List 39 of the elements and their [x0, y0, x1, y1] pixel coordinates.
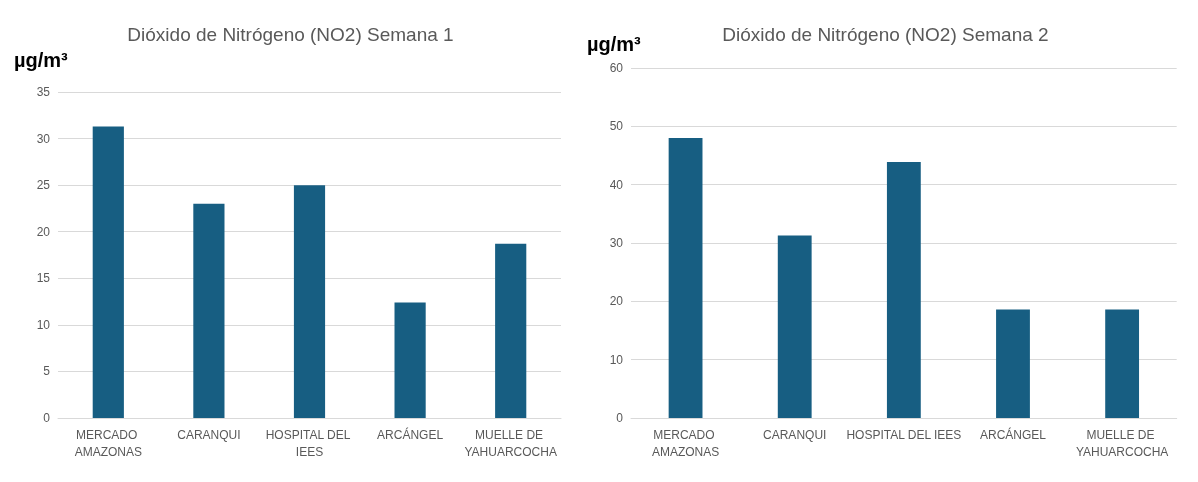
y-tick-label: 25	[36, 178, 51, 193]
x-tick-label: HOSPITAL DEL IEES	[265, 427, 354, 459]
y-tick-label: 30	[609, 236, 624, 250]
y-tick-label: 15	[36, 271, 51, 286]
x-tick-label: MUELLE DE YAHUARCOCHA	[1075, 427, 1169, 459]
y-tick-label: 5	[43, 364, 51, 379]
y-tick-label: 50	[609, 119, 624, 134]
bar	[92, 126, 124, 418]
bar	[1105, 309, 1140, 418]
chart-title: Dióxido de Nitrógeno (NO2) Semana 2	[722, 24, 1049, 45]
x-tick-label: HOSPITAL DEL IEES	[846, 427, 962, 442]
x-tick-label: ARCÁNGEL	[377, 426, 444, 442]
bar	[668, 138, 703, 418]
y-tick-label: 40	[609, 177, 624, 192]
x-tick-label: CARANQUI	[177, 427, 241, 442]
y-tick-label: 10	[36, 317, 51, 332]
y-tick-label: 60	[609, 61, 624, 75]
x-tick-label: MERCADO AMAZONAS	[651, 427, 720, 459]
y-axis-title: µg/m³	[14, 49, 69, 71]
y-axis-title: µg/m³	[587, 33, 642, 55]
x-tick-label: MUELLE DE YAHUARCOCHA	[464, 427, 557, 459]
bar	[394, 302, 426, 418]
chart-title: Dióxido de Nitrógeno (NO2) Semana 1	[127, 24, 454, 45]
x-tick-label: CARANQUI	[763, 427, 827, 442]
y-tick-label: 0	[616, 411, 624, 425]
bar	[777, 235, 812, 418]
y-tick-label: 20	[609, 294, 624, 309]
bar	[996, 309, 1030, 418]
bar	[495, 243, 527, 418]
y-tick-label: 20	[36, 224, 51, 239]
y-tick-label: 30	[36, 131, 51, 146]
y-tick-label: 10	[609, 352, 624, 367]
bar	[293, 185, 326, 418]
y-tick-label: 0	[43, 411, 51, 425]
bar	[193, 203, 225, 418]
bar	[886, 161, 921, 418]
x-tick-label: MERCADO AMAZONAS	[74, 427, 142, 459]
x-tick-label: ARCÁNGEL	[979, 426, 1047, 442]
y-tick-label: 35	[36, 85, 51, 99]
